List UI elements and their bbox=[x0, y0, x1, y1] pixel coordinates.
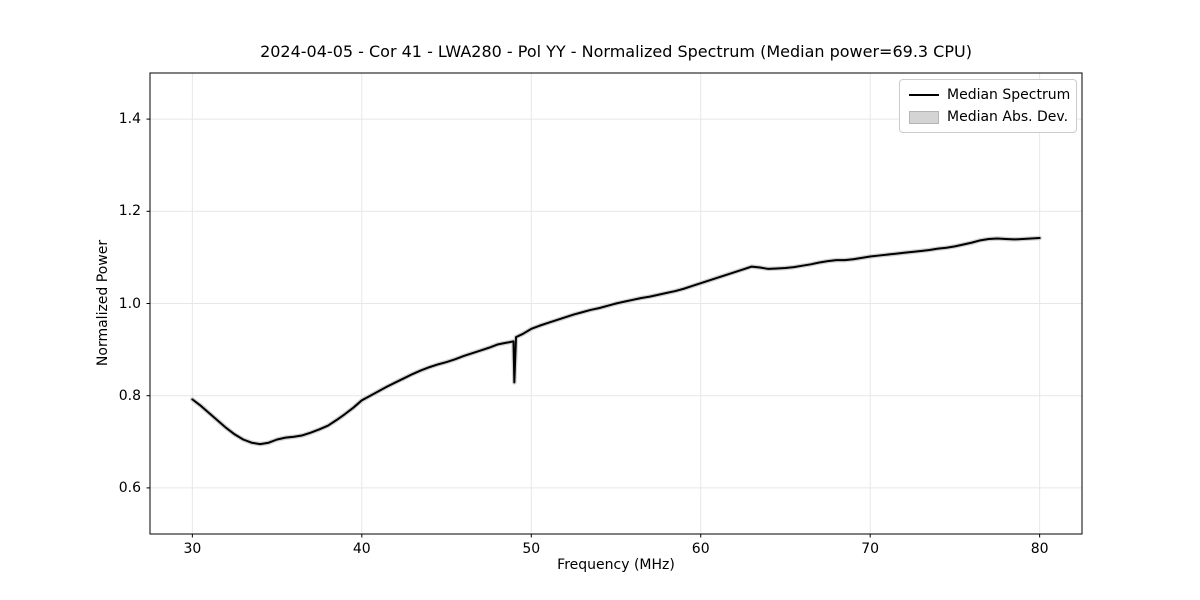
x-tick-label: 80 bbox=[1030, 541, 1049, 557]
legend-line-swatch bbox=[909, 94, 939, 96]
x-axis-label: Frequency (MHz) bbox=[557, 557, 675, 573]
y-axis-label: Normalized Power bbox=[95, 239, 111, 367]
y-tick-label: 0.8 bbox=[118, 387, 141, 404]
y-tick-label: 1.0 bbox=[118, 295, 141, 312]
series-layer bbox=[190, 235, 1042, 447]
tick-marks bbox=[146, 118, 1041, 538]
mad-band bbox=[190, 235, 1042, 447]
chart-title: 2024-04-05 - Cor 41 - LWA280 - Pol YY - … bbox=[260, 42, 972, 61]
x-tick-label: 70 bbox=[861, 541, 880, 557]
legend-patch-swatch bbox=[909, 110, 939, 124]
x-tick-label: 30 bbox=[183, 541, 202, 557]
legend-label-median-spectrum: Median Spectrum bbox=[947, 87, 1071, 103]
x-tick-label: 60 bbox=[691, 541, 710, 557]
legend-entry-median-spectrum: Median Spectrum bbox=[909, 85, 1071, 105]
legend-entry-median-abs-dev: Median Abs. Dev. bbox=[909, 107, 1068, 127]
x-tick-label: 40 bbox=[352, 541, 371, 557]
y-tick-label: 1.2 bbox=[118, 203, 141, 220]
legend: Median Spectrum Median Abs. Dev. bbox=[899, 79, 1077, 133]
legend-label-median-abs-dev: Median Abs. Dev. bbox=[947, 109, 1069, 125]
median-spectrum-line bbox=[191, 237, 1041, 446]
y-tick-label: 0.6 bbox=[118, 479, 141, 496]
y-tick-label: 1.4 bbox=[118, 111, 141, 128]
x-tick-label: 50 bbox=[522, 541, 541, 557]
